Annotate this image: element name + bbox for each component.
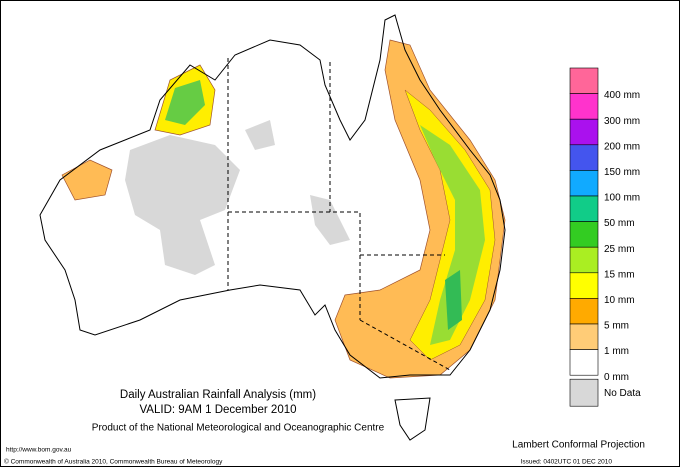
issued: Issued: 0402UTC 01 DEC 2010 xyxy=(521,459,613,466)
rainfall-areas xyxy=(61,39,506,379)
rain-area xyxy=(420,125,485,345)
url: http://www.bom.gov.au xyxy=(6,447,72,454)
state-borders xyxy=(227,58,451,371)
legend-swatch xyxy=(569,272,599,299)
no-data-area xyxy=(245,120,275,150)
state-border xyxy=(228,211,361,320)
legend-label: 1 mm xyxy=(604,346,629,357)
legend-label: 15 mm xyxy=(604,269,635,280)
legend-swatch xyxy=(569,93,599,120)
legend-swatch xyxy=(569,67,599,94)
rain-area xyxy=(445,270,462,330)
legend-swatch xyxy=(569,378,599,407)
tasmania xyxy=(394,397,431,441)
projection: Lambert Conformal Projection xyxy=(512,440,645,451)
map-title: Daily Australian Rainfall Analysis (mm) xyxy=(120,389,316,401)
rain-area xyxy=(165,80,205,125)
legend-swatch xyxy=(569,323,599,350)
legend-swatch xyxy=(569,298,599,325)
no-data-area xyxy=(310,195,350,245)
copyright: © Commonwealth of Australia 2010, Common… xyxy=(4,458,223,466)
coastline xyxy=(39,14,506,379)
legend-label: 25 mm xyxy=(604,244,635,255)
state-border xyxy=(359,319,451,371)
legend-swatch xyxy=(569,144,599,171)
valid-time: VALID: 9AM 1 December 2010 xyxy=(139,404,296,416)
legend-swatch xyxy=(569,118,599,146)
legend-swatch xyxy=(569,221,599,248)
legend-label: 200 mm xyxy=(604,141,640,152)
no-data-area xyxy=(125,135,240,275)
rain-area xyxy=(404,89,496,361)
legend-label: 400 mm xyxy=(604,90,640,101)
legend-swatch xyxy=(569,246,599,274)
legend-swatch xyxy=(569,195,599,222)
rain-area xyxy=(61,159,113,201)
legend-label: No Data xyxy=(604,388,641,399)
legend-swatch xyxy=(569,170,599,197)
legend-label: 5 mm xyxy=(604,321,629,332)
legend-label: 100 mm xyxy=(604,193,640,204)
legend: 400 mm 300 mm 200 mm 150 mm 100 mm 50 mm 25 mm… xyxy=(569,67,641,407)
legend-label: 300 mm xyxy=(604,116,640,127)
product-line: Product of the National Meteorological a… xyxy=(92,423,385,434)
legend-label: 0 mm xyxy=(604,372,629,383)
legend-swatch xyxy=(569,349,599,376)
legend-label: 50 mm xyxy=(604,218,635,229)
legend-label: 10 mm xyxy=(604,295,635,306)
no-data-areas xyxy=(125,120,350,275)
legend-label: 150 mm xyxy=(604,167,640,178)
